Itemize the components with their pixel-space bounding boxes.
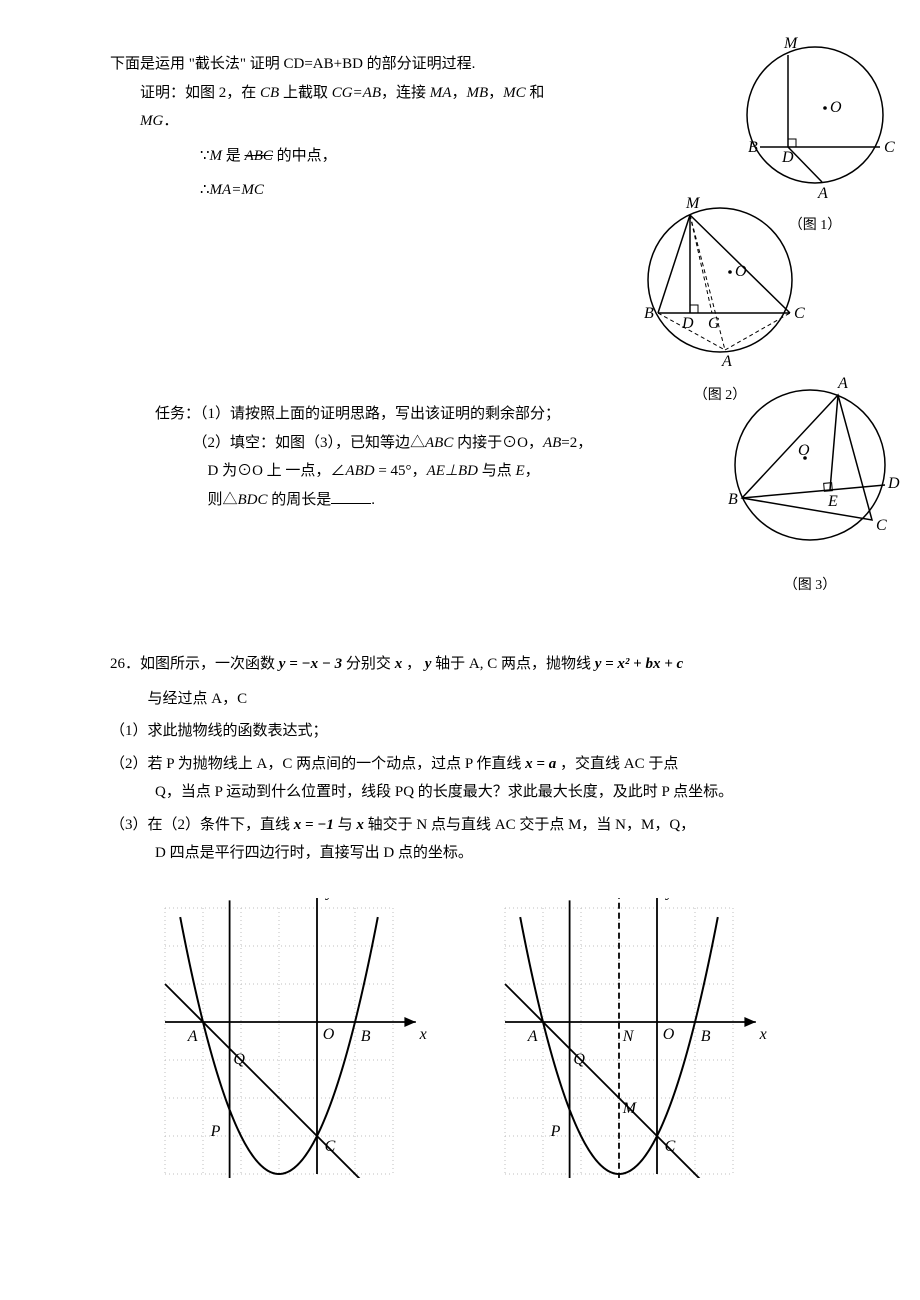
svg-text:y: y [665,898,675,901]
svg-text:C: C [876,517,887,534]
question-26: 26．如图所示，一次函数 y = −x − 3 分别交 x ， y 轴于 A, … [110,650,880,868]
svg-text:O: O [735,263,747,280]
svg-text:Q: Q [233,1050,245,1067]
svg-text:O: O [663,1026,675,1043]
svg-text:x: x [759,1026,767,1043]
figure-3: A O B D E C （图 3） [720,370,900,599]
arc-abc: ABC [245,148,273,164]
svg-text:G: G [708,315,720,332]
svg-text:B: B [701,1028,711,1045]
svg-text:C: C [325,1138,336,1155]
svg-text:x: x [419,1026,427,1043]
proof-line1: 证明：如图 2，在 CB 上截取 CG=AB，连接 MA，MB，MC 和 MG． [110,79,570,136]
svg-text:O: O [798,442,810,459]
svg-text:D: D [781,149,794,166]
svg-text:A: A [527,1028,538,1045]
svg-text:A: A [721,353,732,370]
svg-text:A: A [817,185,828,200]
svg-text:N: N [622,1028,635,1045]
svg-text:C: C [884,139,895,156]
svg-text:y: y [325,898,335,901]
svg-text:O: O [323,1026,335,1043]
svg-text:P: P [550,1123,561,1140]
svg-text:O: O [830,99,842,116]
svg-text:B: B [644,305,654,322]
svg-text:C: C [794,305,805,322]
proof-line2: ∵M 是 ABC 的中点， [110,142,570,171]
chart-right: Ox y A B Q P C N M [495,898,795,1178]
svg-text:B: B [361,1028,371,1045]
proof-section: 下面是运用 "截长法" 证明 CD=AB+BD 的部分证明过程. 证明：如图 2… [110,50,880,590]
proof-intro: 下面是运用 "截长法" 证明 CD=AB+BD 的部分证明过程. [110,50,570,79]
svg-text:M: M [622,1100,638,1117]
svg-text:A: A [187,1028,198,1045]
svg-text:A: A [837,375,848,392]
charts-row: Ox y A B Q P C Ox y A B Q P C N M [110,898,880,1178]
svg-text:P: P [210,1123,221,1140]
chart-left: Ox y A B Q P C [155,898,455,1178]
svg-text:B: B [748,139,758,156]
proof-line3: ∴MA=MC [110,176,570,205]
blank-answer [331,488,371,504]
svg-text:D: D [887,475,900,492]
svg-text:D: D [681,315,694,332]
svg-text:M: M [783,35,799,52]
svg-text:M: M [685,195,701,212]
svg-text:E: E [827,493,838,510]
task-block: 任务：（1）请按照上面的证明思路，写出该证明的剩余部分； （2）填空：如图（3）… [110,400,592,514]
svg-text:C: C [665,1138,676,1155]
svg-text:B: B [728,491,738,508]
svg-text:Q: Q [573,1050,585,1067]
